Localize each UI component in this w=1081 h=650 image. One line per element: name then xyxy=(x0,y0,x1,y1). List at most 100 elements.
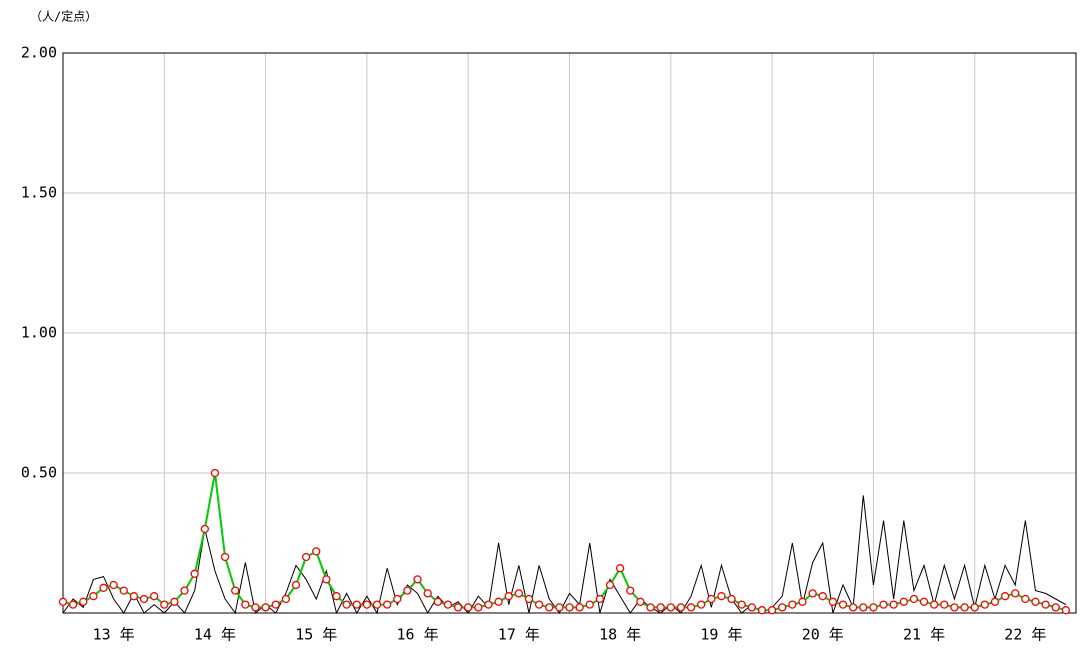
data-point xyxy=(68,600,78,609)
x-tick-label: 15 年 xyxy=(295,626,337,644)
data-point xyxy=(504,592,513,601)
data-point xyxy=(626,586,635,595)
series-line xyxy=(62,495,1067,615)
data-point xyxy=(859,603,868,612)
x-tick-label: 21 年 xyxy=(903,626,945,644)
data-point xyxy=(879,600,888,609)
data-point xyxy=(160,600,169,609)
data-point xyxy=(707,594,716,604)
data-point xyxy=(666,603,675,612)
data-point xyxy=(119,586,128,595)
data-point xyxy=(342,600,351,609)
data-point xyxy=(919,597,929,606)
data-point xyxy=(210,468,220,478)
x-tick-label: 19 年 xyxy=(700,626,742,644)
data-point xyxy=(545,603,554,612)
data-point xyxy=(737,600,746,609)
data-point xyxy=(301,552,311,562)
x-tick-label: 18 年 xyxy=(599,626,641,644)
x-tick-label: 22 年 xyxy=(1004,626,1046,644)
data-point xyxy=(332,592,341,601)
data-point xyxy=(200,524,209,534)
data-point xyxy=(484,600,493,609)
data-point xyxy=(767,606,777,615)
data-point xyxy=(58,597,68,606)
data-point xyxy=(960,603,969,612)
x-tick-label: 17 年 xyxy=(498,626,540,644)
data-point xyxy=(970,603,979,612)
data-point xyxy=(281,594,291,604)
data-point xyxy=(889,600,898,609)
data-point xyxy=(474,603,483,612)
data-point xyxy=(990,597,1000,606)
data-point xyxy=(555,603,564,612)
data-point xyxy=(514,589,523,598)
data-point xyxy=(393,594,402,604)
data-point xyxy=(788,600,797,609)
data-point xyxy=(686,603,696,612)
data-point xyxy=(1051,603,1060,612)
data-point xyxy=(1021,594,1030,604)
data-point xyxy=(241,600,250,609)
data-point xyxy=(838,600,848,609)
data-point xyxy=(1031,597,1040,606)
y-tick-label: 2.00 xyxy=(21,44,57,62)
data-point xyxy=(251,603,260,612)
data-point xyxy=(139,594,149,604)
data-point xyxy=(79,597,88,606)
data-point xyxy=(848,603,858,612)
data-point xyxy=(109,580,118,590)
data-point xyxy=(940,600,949,609)
data-point xyxy=(89,592,98,601)
data-point xyxy=(605,580,615,590)
x-tick-label: 20 年 xyxy=(802,626,844,644)
data-point xyxy=(443,600,453,609)
x-tick-label: 14 年 xyxy=(194,626,236,644)
y-tick-label: 1.00 xyxy=(21,324,57,342)
data-point xyxy=(798,597,807,606)
data-point xyxy=(433,597,442,606)
data-point xyxy=(909,594,919,604)
x-tick-label: 16 年 xyxy=(397,626,439,644)
data-point xyxy=(312,547,321,556)
data-point xyxy=(676,603,686,612)
data-point xyxy=(727,594,736,604)
data-point xyxy=(180,586,189,595)
data-point xyxy=(636,597,645,606)
data-point xyxy=(717,592,726,601)
data-point xyxy=(697,600,706,609)
data-point xyxy=(778,603,787,612)
data-point xyxy=(656,603,665,612)
y-tick-label: 0.50 xyxy=(21,464,57,482)
data-point xyxy=(231,586,240,595)
data-point xyxy=(1000,592,1010,601)
unit-label: （人/定点） xyxy=(30,9,97,24)
data-point xyxy=(99,583,108,592)
data-point xyxy=(423,589,432,598)
data-point xyxy=(220,552,230,562)
data-point xyxy=(322,575,331,584)
data-point xyxy=(595,594,605,604)
data-point xyxy=(271,600,280,609)
data-point xyxy=(980,600,989,609)
data-point xyxy=(150,592,159,601)
series-line xyxy=(62,472,1067,612)
data-point xyxy=(950,603,959,612)
y-tick-label: 1.50 xyxy=(21,184,57,202)
data-point xyxy=(1061,606,1071,615)
data-point xyxy=(869,603,878,612)
data-point xyxy=(383,600,392,609)
data-point xyxy=(403,586,412,595)
data-point xyxy=(899,597,908,606)
data-point xyxy=(453,603,463,612)
data-point xyxy=(524,594,534,604)
data-point xyxy=(170,597,179,606)
plot-frame xyxy=(62,52,1077,614)
data-point xyxy=(757,606,767,615)
data-point xyxy=(129,592,139,601)
data-point xyxy=(575,603,584,612)
data-point xyxy=(362,600,372,609)
data-point xyxy=(585,600,594,609)
data-point xyxy=(828,597,838,606)
data-point xyxy=(565,603,574,612)
